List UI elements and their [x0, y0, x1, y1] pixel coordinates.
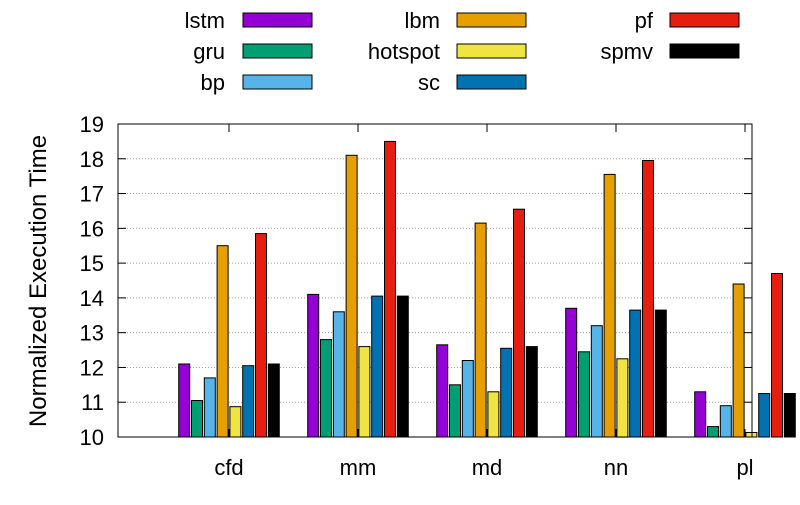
bar-lstm-mm — [307, 293, 320, 438]
y-tick-label: 11 — [81, 390, 104, 415]
bar-lstm-md — [436, 344, 449, 438]
y-tick-label: 13 — [80, 321, 104, 346]
bar-lstm-cfd — [178, 363, 191, 438]
x-tick-label: pl — [736, 455, 753, 480]
bar-bp-md — [461, 360, 474, 438]
bar-sc-pl — [758, 393, 771, 438]
bar-lstm-nn — [565, 307, 578, 438]
legend-label-bp: bp — [201, 70, 225, 95]
y-tick-label: 16 — [80, 216, 104, 241]
bar-spmv-md — [525, 346, 538, 438]
bars — [178, 140, 796, 438]
bar-bp-mm — [332, 311, 345, 438]
bar-hotspot-pl — [745, 432, 758, 438]
bar-pf-pl — [771, 273, 783, 438]
bar-sc-mm — [371, 295, 384, 438]
bar-spmv-nn — [654, 309, 667, 438]
bar-bp-pl — [719, 405, 732, 438]
y-tick-label: 10 — [80, 425, 104, 450]
bar-pf-nn — [642, 160, 654, 438]
legend-label-hotspot: hotspot — [368, 39, 440, 64]
y-axis-label: Normalized Execution Time — [25, 135, 52, 427]
bar-lbm-mm — [345, 154, 358, 438]
legend-swatch-hotspot — [456, 43, 527, 59]
legend-swatch-spmv — [669, 43, 740, 59]
legend-swatch-gru — [242, 43, 313, 59]
y-tick-label: 12 — [80, 355, 104, 380]
bar-lbm-cfd — [216, 245, 229, 438]
bar-spmv-cfd — [267, 363, 280, 438]
bar-spmv-mm — [396, 295, 409, 438]
bar-gru-nn — [578, 351, 590, 438]
x-tick-label: nn — [604, 455, 628, 480]
bar-spmv-pl — [783, 393, 796, 438]
legend-swatch-sc — [456, 74, 527, 90]
x-tick-label: cfd — [214, 455, 243, 480]
legend-label-pf: pf — [635, 8, 654, 33]
plot-frame — [117, 123, 753, 438]
y-tick-label: 14 — [80, 286, 104, 311]
y-tick-label: 18 — [80, 147, 104, 172]
bar-gru-cfd — [191, 400, 203, 438]
bar-hotspot-md — [487, 391, 500, 438]
bar-hotspot-nn — [616, 358, 629, 438]
bar-sc-cfd — [242, 365, 255, 438]
bar-sc-md — [500, 347, 513, 438]
bar-gru-pl — [707, 426, 719, 438]
x-axis-ticks: cfd mm md nn pl — [214, 124, 754, 480]
legend-label-gru: gru — [193, 39, 225, 64]
legend-label-lbm: lbm — [405, 8, 440, 33]
bar-pf-md — [513, 208, 525, 438]
bar-sc-nn — [629, 309, 642, 438]
y-tick-label: 19 — [80, 112, 104, 137]
bar-pf-mm — [384, 140, 396, 438]
legend-label-sc: sc — [418, 70, 440, 95]
legend-label-spmv: spmv — [600, 39, 653, 64]
bar-lbm-md — [474, 222, 487, 438]
bar-lstm-pl — [694, 391, 707, 438]
legend-swatch-pf — [669, 12, 740, 28]
bar-bp-nn — [590, 325, 603, 438]
x-tick-label: md — [472, 455, 503, 480]
bar-gru-md — [449, 384, 461, 438]
bar-gru-mm — [320, 339, 332, 438]
bar-pf-cfd — [255, 233, 267, 438]
y-axis-ticks: 10 11 12 13 14 15 16 17 18 19 — [80, 112, 752, 450]
legend-swatch-bp — [242, 74, 313, 90]
y-tick-label: 15 — [80, 251, 104, 276]
legend-label-lstm: lstm — [185, 8, 225, 33]
legend-swatch-lbm — [456, 12, 527, 28]
legend-swatch-lstm — [242, 12, 313, 28]
bar-hotspot-cfd — [229, 406, 242, 438]
bar-lbm-pl — [732, 283, 745, 438]
bar-bp-cfd — [203, 377, 216, 438]
bar-lbm-nn — [603, 173, 616, 438]
x-tick-label: mm — [340, 455, 377, 480]
y-tick-label: 17 — [80, 182, 104, 207]
bar-hotspot-mm — [358, 346, 371, 438]
legend: lstm gru bp lbm hotspot sc pf spmv — [185, 8, 740, 95]
